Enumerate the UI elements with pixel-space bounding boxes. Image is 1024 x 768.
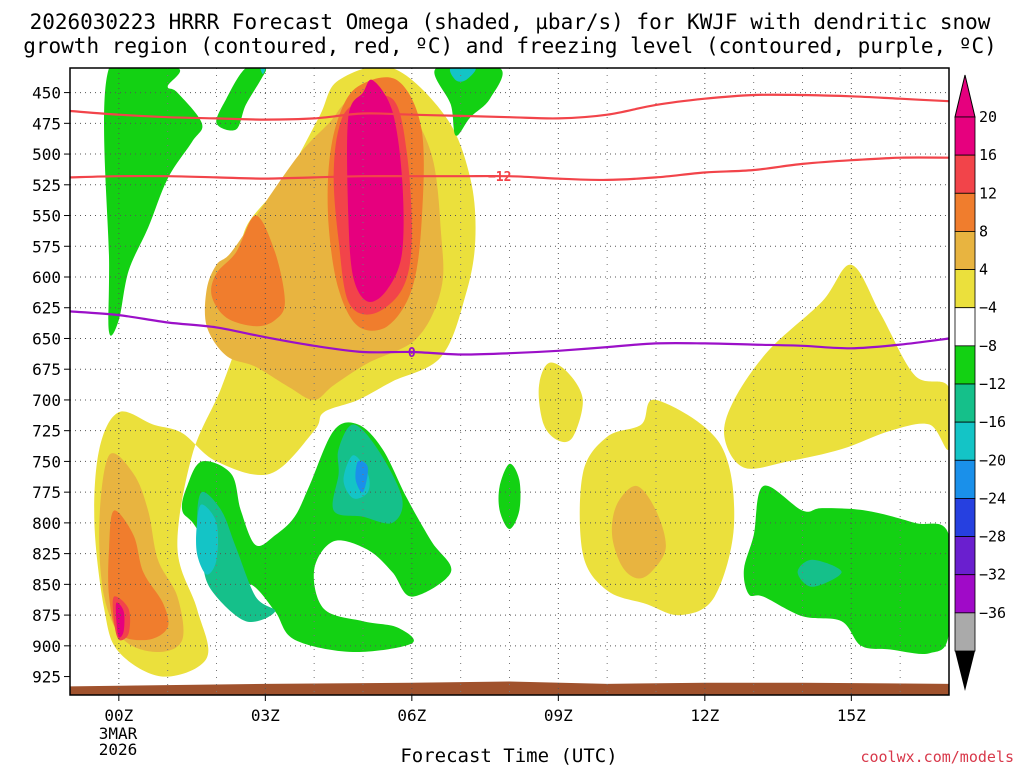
y-tick-label: 550 xyxy=(32,207,61,226)
x-tick-label: 00Z xyxy=(104,706,133,725)
y-tick-label: 800 xyxy=(32,514,61,533)
colorbar-tick-label: 8 xyxy=(979,222,988,240)
colorbar-tick-label: −24 xyxy=(979,489,1006,507)
colorbar: 20 16 12 8 4 −4 −8 −12 −16 −20 −24 −28 −32 −36 xyxy=(954,74,1006,691)
colorbar-band xyxy=(954,116,976,156)
contour-lines: −12 0 xyxy=(70,93,949,361)
y-tick-label: 450 xyxy=(32,84,61,103)
ground-terrain xyxy=(70,681,949,695)
colorbar-band xyxy=(954,574,976,614)
colorbar-tick-label: −36 xyxy=(979,604,1006,622)
x-tick-label: 03Z xyxy=(251,706,280,725)
omega-region-neg4-0 xyxy=(104,68,203,336)
omega-region-neg8-2 xyxy=(797,559,842,587)
colorbar-band xyxy=(954,307,976,347)
date-label-day: 3MAR xyxy=(99,724,138,743)
omega-region-8-2 xyxy=(611,485,666,579)
x-axis-label: Forecast Time (UTC) xyxy=(400,745,617,767)
omega-region-neg16-0 xyxy=(355,460,369,493)
omega-region-neg4-2 xyxy=(434,68,503,136)
colorbar-tick-label: 12 xyxy=(979,184,997,202)
colorbar-tick-label: 16 xyxy=(979,146,997,164)
y-tick-label: 900 xyxy=(32,637,61,656)
colorbar-band xyxy=(954,421,976,461)
colorbar-bottom-cap xyxy=(955,651,975,691)
y-tick-label: 575 xyxy=(32,237,61,256)
contour-freezing-level xyxy=(70,310,949,356)
colorbar-tick-label: −8 xyxy=(979,337,997,355)
y-tick-label: 500 xyxy=(32,145,61,164)
colorbar-band xyxy=(954,345,976,385)
omega-region-neg4-4 xyxy=(498,463,521,529)
y-tick-label: 650 xyxy=(32,329,61,348)
omega-region-4-3 xyxy=(724,264,949,469)
y-tick-label: 525 xyxy=(32,176,61,195)
omega-region-4-1 xyxy=(538,362,583,443)
omega-region-neg4-5 xyxy=(743,485,949,654)
y-tick-label: 600 xyxy=(32,268,61,287)
omega-region-20-1 xyxy=(115,602,125,638)
x-tick-label: 12Z xyxy=(690,706,719,725)
colorbar-band xyxy=(954,383,976,423)
colorbar-band xyxy=(954,459,976,499)
x-tick-label: 06Z xyxy=(397,706,426,725)
plot-frame xyxy=(69,67,950,696)
y-tick-label: 750 xyxy=(32,452,61,471)
colorbar-tick-label: 20 xyxy=(979,108,997,126)
y-tick-label: 850 xyxy=(32,575,61,594)
date-label-year: 2026 xyxy=(99,740,138,759)
y-tick-label: 825 xyxy=(32,545,61,564)
omega-shading xyxy=(70,68,949,695)
site-credit[interactable]: coolwx.com/models xyxy=(860,748,1014,766)
x-tick-label: 15Z xyxy=(837,706,866,725)
colorbar-tick-label: −12 xyxy=(979,375,1006,393)
colorbar-tick-label: −20 xyxy=(979,451,1006,469)
contour-value-label: 0 xyxy=(408,346,416,361)
y-tick-label: 700 xyxy=(32,391,61,410)
omega-region-neg4-1 xyxy=(216,68,267,131)
y-tick-label: 725 xyxy=(32,422,61,441)
colorbar-tick-label: −28 xyxy=(979,528,1006,546)
y-axis: 450 475 500 525 550 575 600 625 650 675 700 725 750 7… xyxy=(32,84,70,687)
contour-dgz-upper xyxy=(70,93,949,121)
colorbar-band xyxy=(954,612,976,652)
colorbar-tick-label: 4 xyxy=(979,261,988,279)
contour-value-label: −12 xyxy=(488,170,511,185)
colorbar-band xyxy=(954,154,976,194)
x-tick-label: 09Z xyxy=(544,706,573,725)
chart-title-line1: 2026030223 HRRR Forecast Omega (shaded, … xyxy=(30,10,991,34)
colorbar-top-cap xyxy=(954,74,976,118)
y-tick-label: 475 xyxy=(32,114,61,133)
y-tick-label: 775 xyxy=(32,483,61,502)
colorbar-tick-label: −32 xyxy=(979,566,1006,584)
chart-title-line2: growth region (contoured, red, ºC) and f… xyxy=(23,34,997,58)
y-tick-label: 625 xyxy=(32,299,61,318)
y-tick-label: 875 xyxy=(32,606,61,625)
colorbar-band xyxy=(954,498,976,537)
colorbar-band xyxy=(954,231,976,270)
omega-region-neg12-2 xyxy=(449,68,476,82)
omega-region-20-0 xyxy=(347,79,404,302)
omega-region-neg12-0 xyxy=(196,504,219,575)
y-tick-label: 675 xyxy=(32,360,61,379)
x-axis: 00Z 03Z 06Z 09Z 12Z 15Z xyxy=(104,695,866,725)
omega-region-neg12-3 xyxy=(260,68,266,75)
omega-region-4-2 xyxy=(579,399,735,616)
colorbar-tick-label: −4 xyxy=(979,299,997,317)
contour-dgz-lower xyxy=(70,156,949,182)
colorbar-band xyxy=(954,536,976,576)
colorbar-band xyxy=(954,269,976,309)
colorbar-band xyxy=(954,192,976,232)
y-tick-label: 925 xyxy=(32,668,61,687)
omega-region-12-0 xyxy=(211,215,285,327)
colorbar-tick-label: −16 xyxy=(979,413,1006,431)
